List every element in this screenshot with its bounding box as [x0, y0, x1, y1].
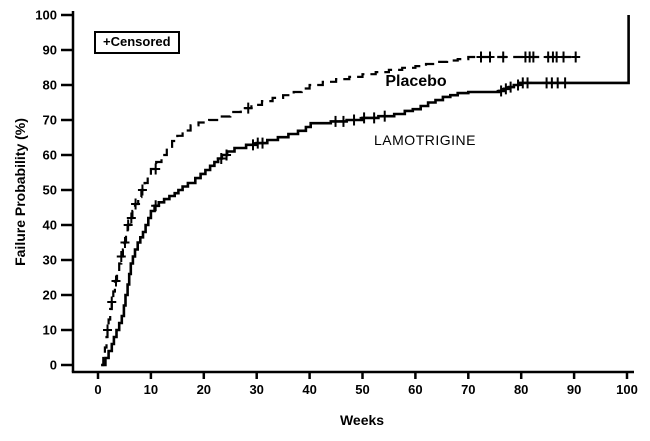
svg-text:30: 30: [249, 382, 263, 397]
svg-text:0: 0: [94, 382, 101, 397]
svg-text:20: 20: [43, 288, 57, 303]
svg-text:100: 100: [616, 382, 638, 397]
svg-text:30: 30: [43, 253, 57, 268]
svg-text:70: 70: [43, 113, 57, 128]
y-axis-title: Failure Probability (%): [12, 118, 28, 266]
x-axis-title: Weeks: [339, 412, 385, 428]
svg-text:70: 70: [461, 382, 475, 397]
svg-text:80: 80: [43, 78, 57, 93]
svg-text:90: 90: [567, 382, 581, 397]
svg-text:40: 40: [302, 382, 316, 397]
svg-text:80: 80: [514, 382, 528, 397]
svg-text:60: 60: [408, 382, 422, 397]
svg-text:10: 10: [43, 323, 57, 338]
svg-text:50: 50: [355, 382, 369, 397]
censored-legend: +Censored: [94, 31, 180, 54]
svg-text:50: 50: [43, 183, 57, 198]
placebo-series-label: Placebo: [385, 73, 447, 90]
svg-text:60: 60: [43, 148, 57, 163]
svg-text:40: 40: [43, 218, 57, 233]
svg-text:10: 10: [144, 382, 158, 397]
svg-text:90: 90: [43, 43, 57, 58]
svg-text:100: 100: [35, 8, 57, 23]
svg-text:0: 0: [50, 358, 57, 373]
svg-text:20: 20: [197, 382, 211, 397]
lamotrigine-series-label: LAMOTRIGINE: [374, 132, 476, 148]
